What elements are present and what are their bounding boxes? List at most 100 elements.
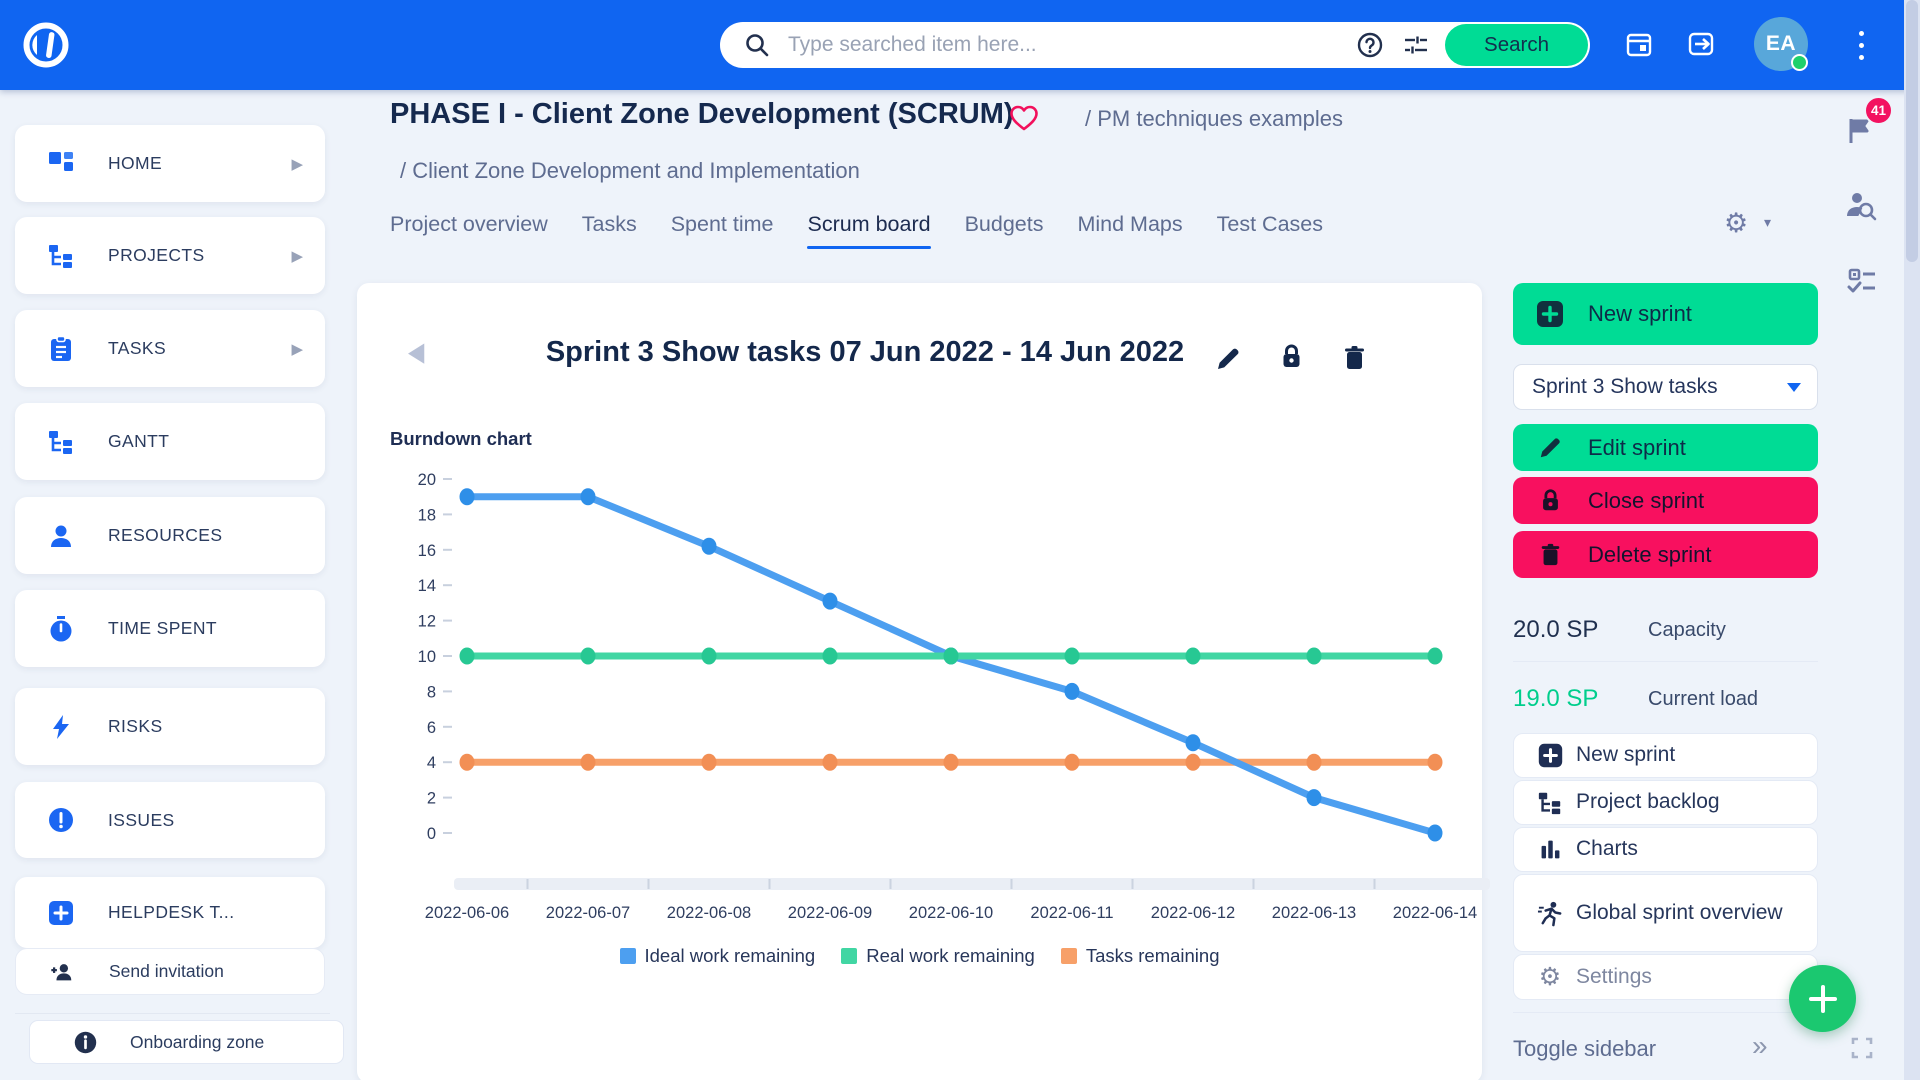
- lock-icon: [1535, 486, 1565, 516]
- online-status-dot: [1791, 54, 1808, 71]
- runner-icon: [1536, 899, 1564, 927]
- gear-icon: ⚙: [1538, 963, 1562, 991]
- tab-tasks[interactable]: Tasks: [581, 212, 637, 236]
- sidebar-item-tasks[interactable]: TASKS ▶: [15, 310, 325, 387]
- global-sprint-overview-button[interactable]: Global sprint overview: [1513, 874, 1818, 952]
- scrollbar-track[interactable]: [1904, 0, 1920, 1080]
- y-tick-label: 6: [427, 719, 436, 737]
- edit-sprint-icon[interactable]: [1215, 345, 1242, 372]
- data-point: [822, 753, 838, 771]
- data-point: [822, 647, 838, 665]
- data-point: [459, 647, 475, 665]
- chevron-right-icon: ▶: [291, 155, 303, 173]
- legend-swatch-ideal: [619, 948, 636, 964]
- chevron-right-icon: ▶: [291, 340, 303, 358]
- data-point: [1306, 647, 1322, 665]
- new-sprint-secondary-button[interactable]: New sprint: [1513, 733, 1818, 778]
- bar-chart-icon: [1536, 836, 1564, 864]
- sidebar-item-time-spent[interactable]: TIME SPENT: [15, 590, 325, 667]
- sidebar-item-issues[interactable]: ISSUES: [15, 782, 325, 858]
- sidebar-item-resources[interactable]: RESOURCES: [15, 497, 325, 574]
- new-sprint-button[interactable]: New sprint: [1513, 283, 1818, 345]
- x-tick-label: 2022-06-12: [1151, 904, 1235, 922]
- logout-icon[interactable]: [1686, 29, 1716, 59]
- fullscreen-icon[interactable]: [1850, 1036, 1874, 1060]
- exclamation-circle-icon: [46, 805, 76, 835]
- notification-badge: 41: [1864, 96, 1893, 125]
- sidebar-item-home[interactable]: HOME ▶: [15, 125, 325, 202]
- data-point: [1064, 753, 1080, 771]
- divider: [1513, 1012, 1818, 1013]
- stopwatch-icon: [46, 614, 76, 644]
- search-icon: [746, 34, 769, 57]
- chevron-down-icon: ▾: [1764, 214, 1772, 230]
- app-logo-icon[interactable]: [23, 22, 69, 68]
- project-backlog-button[interactable]: Project backlog: [1513, 780, 1818, 825]
- sprint-selector-dropdown[interactable]: Sprint 3 Show tasks: [1513, 364, 1818, 410]
- selected-sprint: Sprint 3 Show tasks: [1532, 375, 1718, 398]
- search-button[interactable]: Search: [1445, 24, 1588, 66]
- sidebar-item-helpdesk[interactable]: HELPDESK T...: [15, 877, 325, 948]
- lightning-icon: [46, 712, 76, 742]
- search-input[interactable]: [786, 32, 1355, 58]
- sidebar-item-gantt[interactable]: GANTT: [15, 403, 325, 480]
- help-icon[interactable]: [1355, 30, 1385, 60]
- data-point: [1427, 647, 1443, 665]
- delete-sprint-button[interactable]: Delete sprint: [1513, 531, 1818, 578]
- button-label: Charts: [1576, 837, 1638, 861]
- settings-button[interactable]: ⚙ Settings: [1513, 954, 1818, 1000]
- search-filters-icon[interactable]: [1401, 30, 1431, 60]
- lock-sprint-icon[interactable]: [1278, 343, 1305, 370]
- plus-icon: [1808, 984, 1837, 1013]
- sidebar-item-projects[interactable]: PROJECTS ▶: [15, 217, 325, 294]
- toggle-sidebar-label[interactable]: Toggle sidebar: [1513, 1036, 1657, 1061]
- calendar-icon[interactable]: [1624, 29, 1654, 59]
- current-load-label: Current load: [1648, 688, 1759, 710]
- flag-icon[interactable]: [1846, 117, 1876, 145]
- delete-sprint-icon[interactable]: [1341, 344, 1368, 371]
- chevron-right-icon: ▶: [291, 247, 303, 265]
- tab-spent-time[interactable]: Spent time: [670, 212, 774, 236]
- search-bar: Search: [720, 22, 1590, 68]
- tab-scrum-board[interactable]: Scrum board: [807, 212, 931, 249]
- data-point: [1427, 753, 1443, 771]
- favorite-heart-icon[interactable]: [1008, 103, 1040, 133]
- y-tick-label: 8: [427, 683, 436, 701]
- breadcrumb-sub[interactable]: / Client Zone Development and Implementa…: [400, 158, 860, 183]
- capacity-value: 20.0 SP: [1513, 616, 1599, 643]
- x-tick-label: 2022-06-07: [546, 904, 630, 922]
- person-search-icon[interactable]: [1844, 190, 1878, 222]
- previous-sprint-arrow-icon[interactable]: ◀: [408, 338, 425, 367]
- sidebar-item-send-invitation[interactable]: Send invitation: [15, 948, 325, 995]
- scrollbar-thumb[interactable]: [1906, 0, 1918, 262]
- sidebar-item-risks[interactable]: RISKS: [15, 688, 325, 765]
- sidebar-item-onboarding-zone[interactable]: Onboarding zone: [29, 1020, 344, 1064]
- y-tick-label: 20: [418, 471, 436, 489]
- data-point: [1064, 647, 1080, 665]
- breadcrumb[interactable]: / PM techniques examples: [1085, 106, 1344, 131]
- project-tree-icon: [46, 241, 76, 271]
- divider: [1513, 661, 1818, 662]
- project-tabs: Project overview Tasks Spent time Scrum …: [390, 212, 1323, 249]
- charts-button[interactable]: Charts: [1513, 827, 1818, 872]
- checklist-icon[interactable]: [1846, 266, 1878, 296]
- chart-title: Burndown chart: [390, 428, 532, 449]
- legend-label: Tasks remaining: [1085, 945, 1220, 966]
- page-settings-gear-icon[interactable]: ⚙: [1724, 208, 1749, 238]
- trash-icon: [1535, 540, 1565, 570]
- double-chevron-right-icon[interactable]: »: [1752, 1030, 1767, 1061]
- edit-sprint-button[interactable]: Edit sprint: [1513, 424, 1818, 471]
- add-fab-button[interactable]: [1789, 965, 1856, 1032]
- x-tick-label: 2022-06-14: [1393, 904, 1477, 922]
- tab-budgets[interactable]: Budgets: [964, 212, 1044, 236]
- sidebar-item-label: HOME: [108, 153, 163, 173]
- tab-mind-maps[interactable]: Mind Maps: [1077, 212, 1183, 236]
- person-plus-icon: [47, 957, 77, 987]
- backlog-tree-icon: [1536, 789, 1564, 817]
- close-sprint-button[interactable]: Close sprint: [1513, 477, 1818, 524]
- tab-test-cases[interactable]: Test Cases: [1216, 212, 1323, 236]
- overflow-menu-icon[interactable]: [1855, 24, 1867, 67]
- data-point: [943, 647, 959, 665]
- y-tick-label: 12: [418, 613, 436, 631]
- tab-project-overview[interactable]: Project overview: [390, 212, 548, 236]
